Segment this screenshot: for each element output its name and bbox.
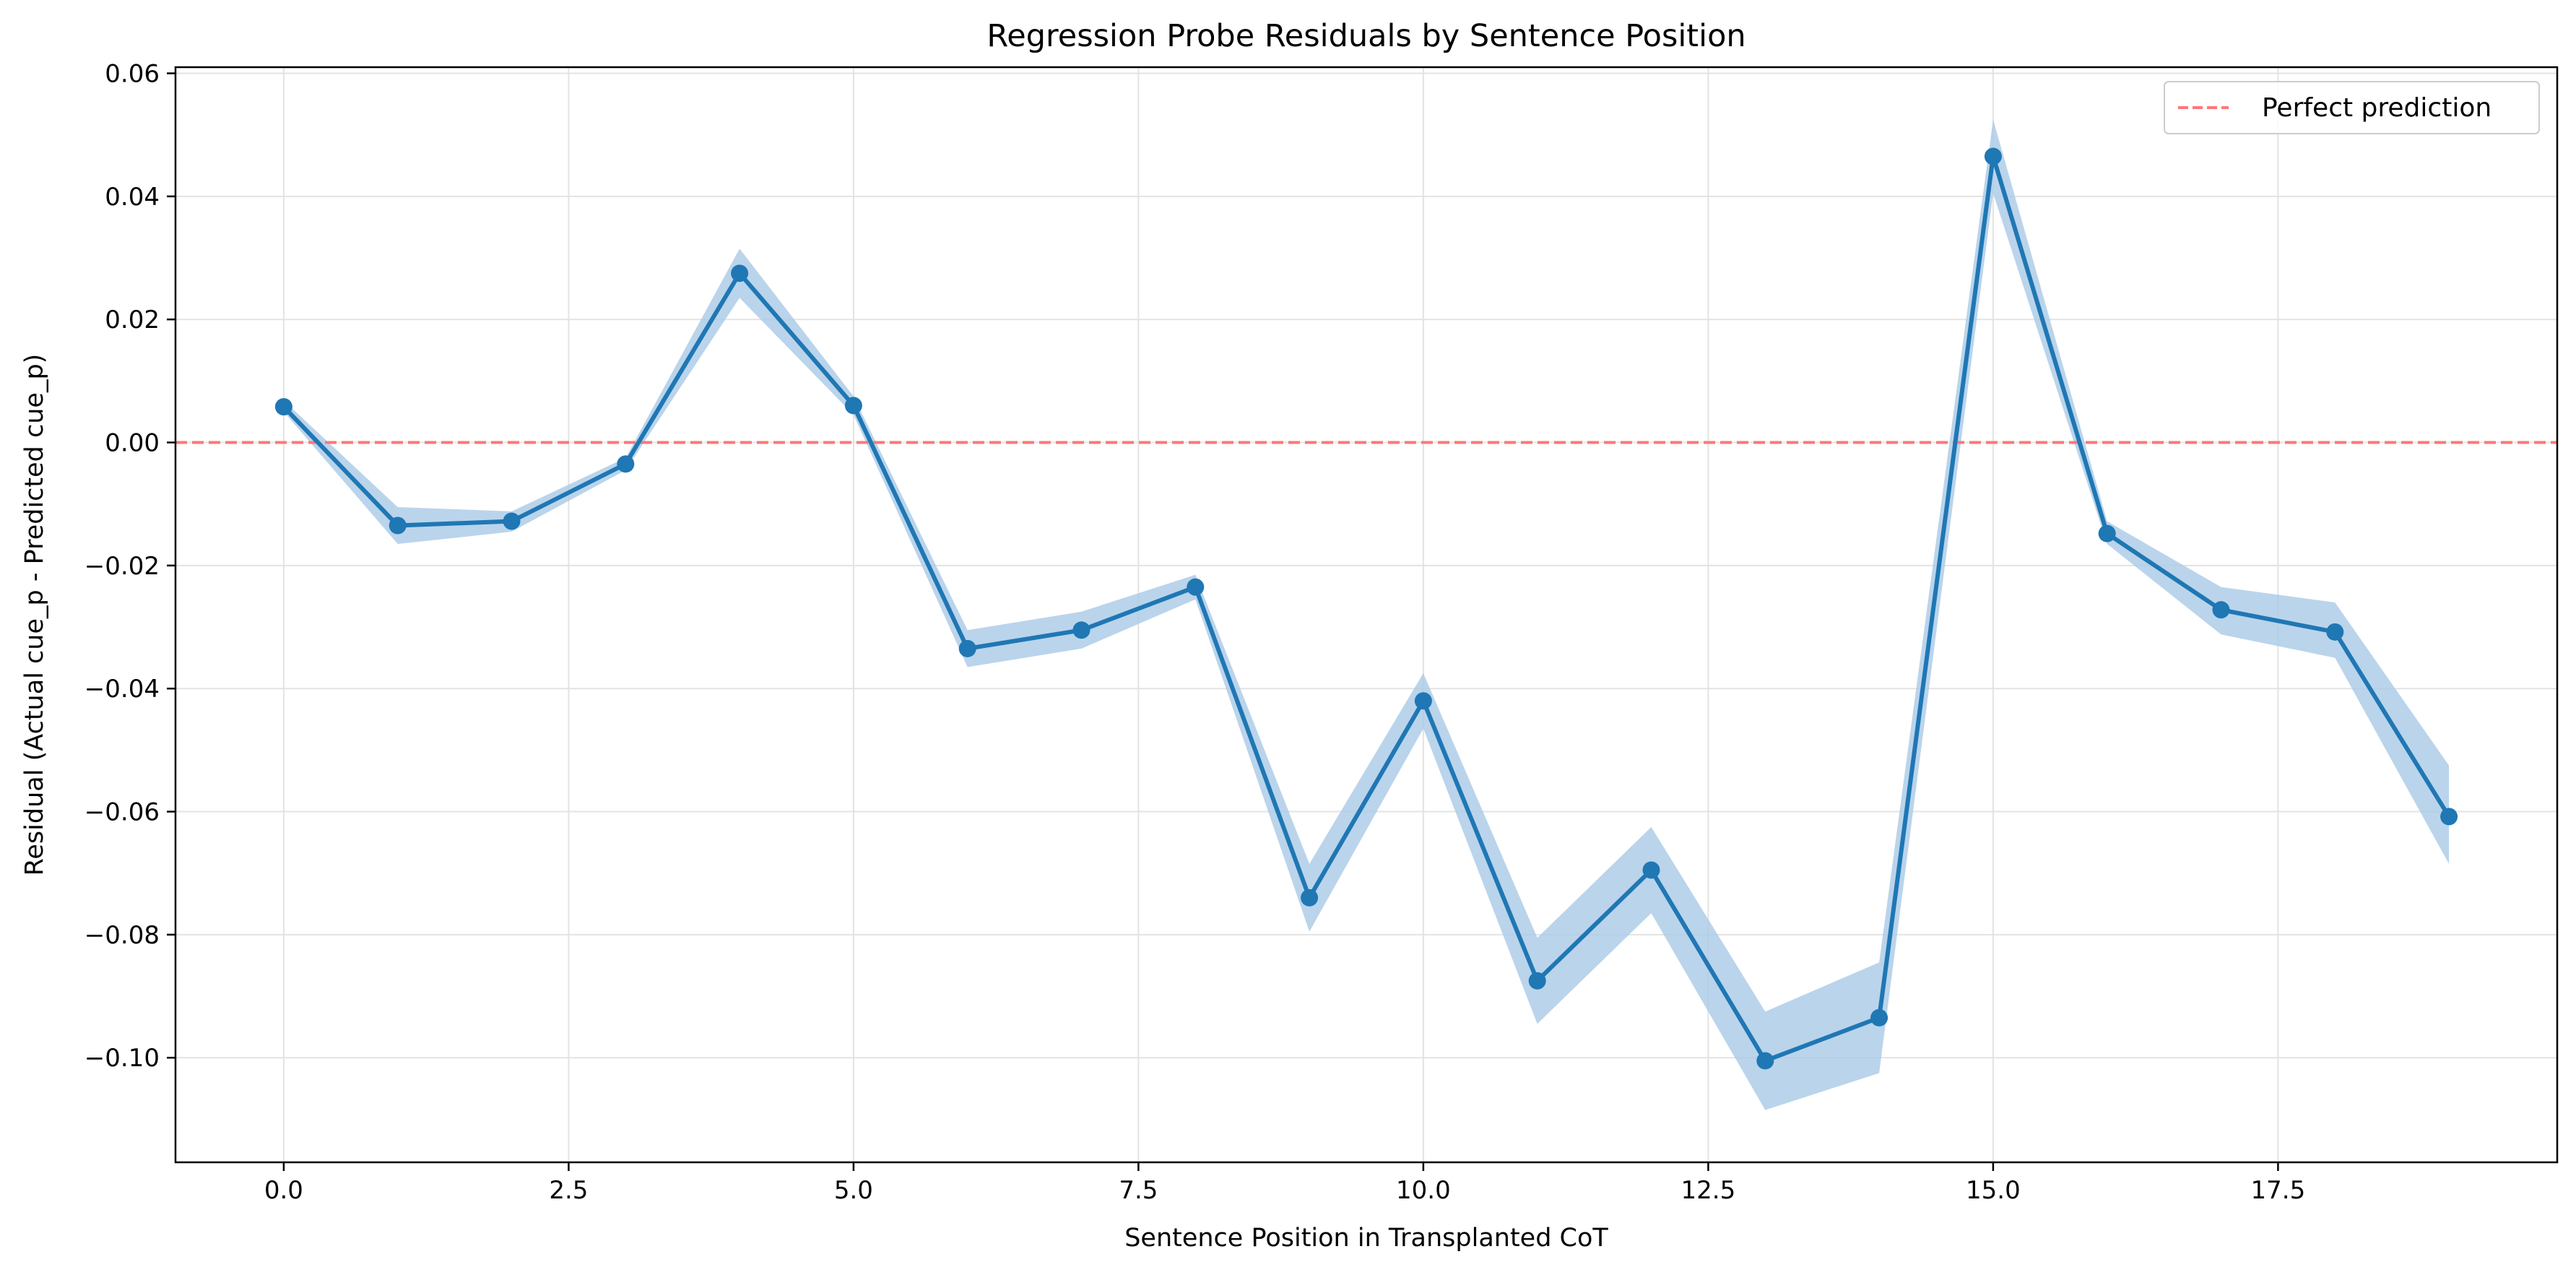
data-point	[1528, 972, 1546, 990]
legend-label-perfect-prediction: Perfect prediction	[2262, 93, 2492, 123]
y-tick-label: 0.02	[105, 306, 160, 334]
x-tick-label: 0.0	[264, 1176, 303, 1205]
y-tick-label: −0.10	[84, 1044, 160, 1073]
legend: Perfect prediction	[2164, 81, 2540, 134]
y-axis-label: Residual (Actual cue_p - Predicted cue_p…	[20, 354, 49, 876]
data-point	[1870, 1008, 1888, 1027]
data-point	[1756, 1052, 1774, 1070]
data-point	[617, 455, 635, 473]
y-tick-label: −0.06	[84, 798, 160, 827]
y-tick-label: −0.02	[84, 552, 160, 581]
data-point	[958, 639, 976, 657]
data-point	[2098, 524, 2116, 543]
y-axis-ticks: 0.06 0.04 0.02 0.00 −0.02 −0.04 −0.06 −0.08 −0.1…	[84, 60, 175, 1073]
data-point	[2212, 601, 2230, 619]
x-tick-label: 15.0	[1966, 1176, 2021, 1205]
x-axis-label: Sentence Position in Transplanted CoT	[1124, 1224, 1608, 1253]
x-tick-label: 7.5	[1119, 1176, 1158, 1205]
data-point	[503, 512, 521, 530]
data-point	[1072, 621, 1090, 639]
legend-box	[2164, 81, 2540, 134]
confidence-band-layer	[283, 119, 2450, 1110]
x-axis-ticks: 0.0 2.5 5.0 7.5 10.0 12.5 15.0 17.5	[264, 1162, 2305, 1205]
data-point	[1414, 692, 1432, 710]
x-tick-label: 2.5	[549, 1176, 588, 1205]
y-tick-label: 0.00	[105, 429, 160, 458]
data-point	[274, 398, 292, 416]
x-tick-label: 5.0	[834, 1176, 873, 1205]
y-tick-label: 0.04	[105, 183, 160, 212]
data-point	[844, 397, 862, 415]
data-point	[2326, 623, 2344, 641]
x-tick-label: 10.0	[1396, 1176, 1451, 1205]
x-tick-label: 17.5	[2251, 1176, 2306, 1205]
data-point	[1301, 889, 1319, 907]
residual-series-line	[282, 154, 2451, 1063]
data-point	[731, 264, 749, 282]
y-tick-label: 0.06	[105, 60, 160, 89]
data-point	[1187, 578, 1205, 596]
y-tick-label: −0.04	[84, 675, 160, 704]
series-line-layer	[282, 154, 2451, 1063]
plot-area-frame	[174, 66, 2559, 1164]
data-point	[389, 517, 407, 535]
data-point	[1984, 147, 2002, 165]
chart-title: Regression Probe Residuals by Sentence P…	[986, 18, 1745, 54]
data-point	[2440, 808, 2458, 826]
data-points-layer	[274, 147, 2458, 1070]
data-point	[1642, 861, 1660, 879]
confidence-band	[283, 119, 2450, 1110]
x-tick-label: 12.5	[1681, 1176, 1736, 1205]
y-tick-label: −0.08	[84, 921, 160, 950]
